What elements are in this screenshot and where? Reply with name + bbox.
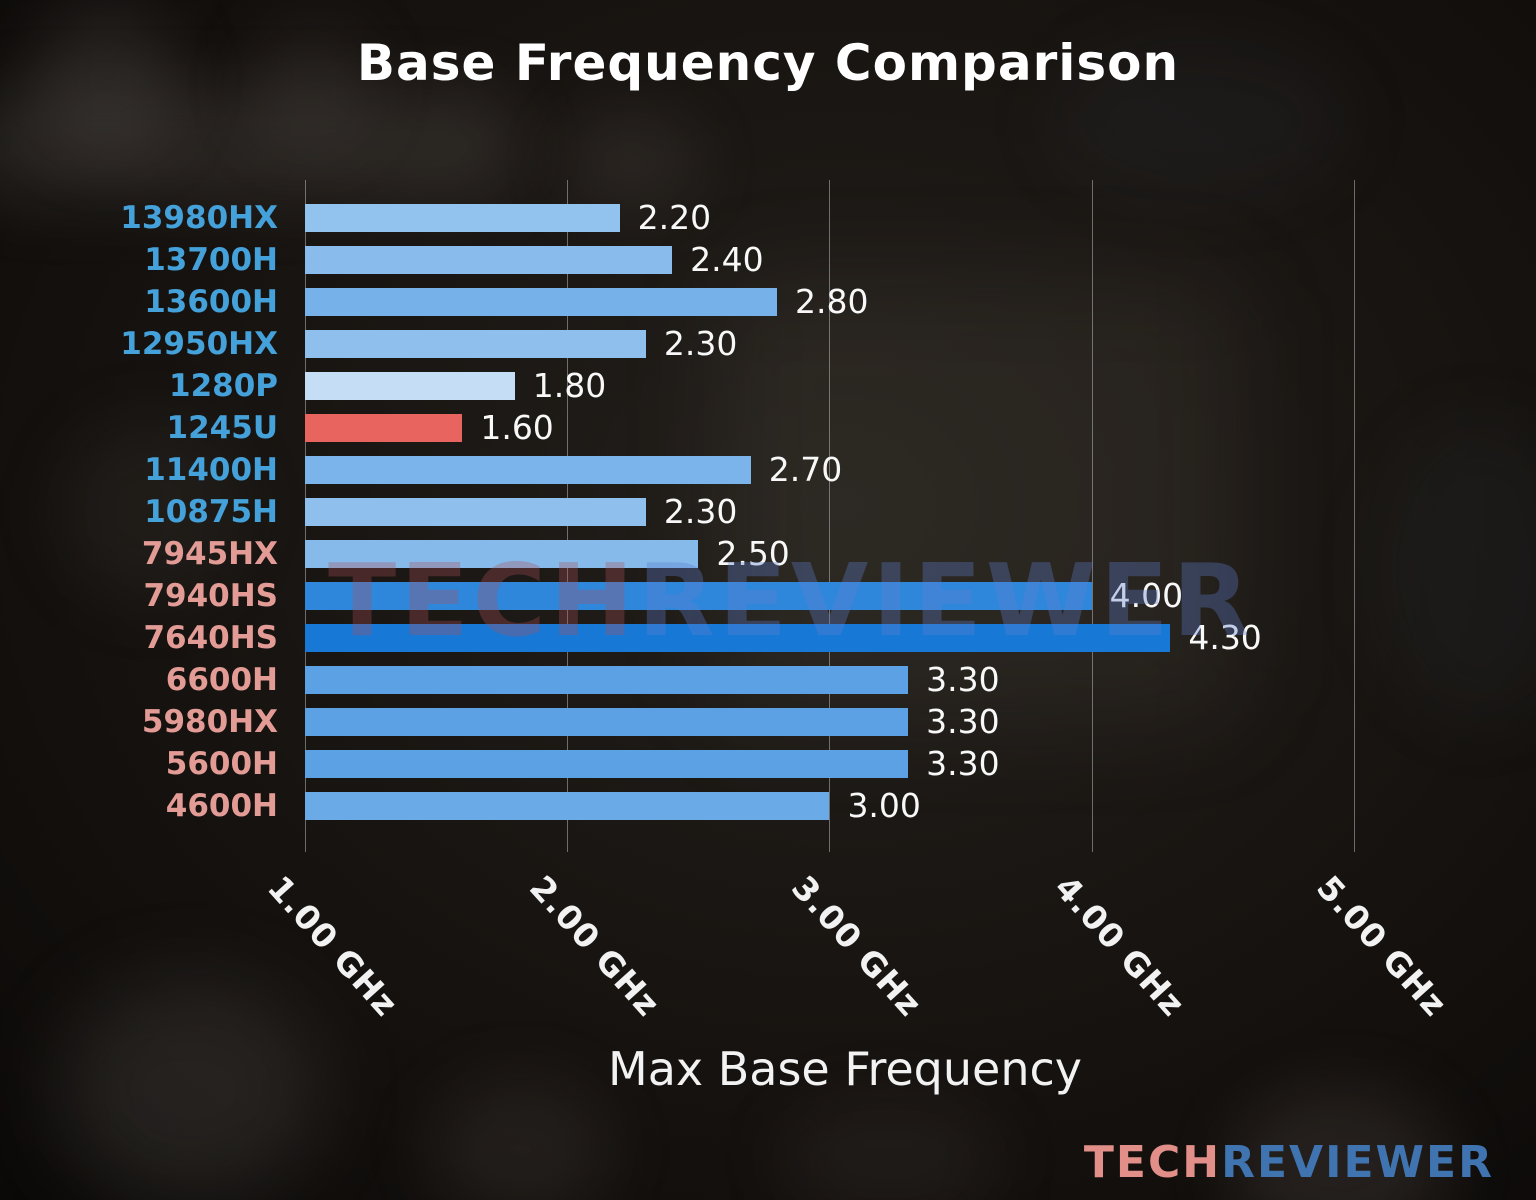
x-tick-label: 4.00 GHz bbox=[1046, 868, 1193, 1025]
value-label: 3.00 bbox=[847, 786, 921, 825]
category-label: 12950HX bbox=[120, 326, 278, 362]
gridline bbox=[1091, 180, 1093, 852]
background-blob bbox=[560, 116, 700, 206]
chart-row: 1280P 1.80 bbox=[0, 365, 1536, 407]
value-label: 3.30 bbox=[926, 744, 1000, 783]
background-blob bbox=[1380, 420, 1536, 720]
bar bbox=[305, 666, 909, 694]
category-label: 1280P bbox=[169, 368, 278, 404]
value-label: 3.30 bbox=[926, 660, 1000, 699]
bar bbox=[305, 582, 1092, 610]
chart-row: 13600H 2.80 bbox=[0, 281, 1536, 323]
value-label: 2.30 bbox=[663, 324, 738, 363]
x-tick-label: 1.00 GHz bbox=[260, 868, 406, 1025]
watermark-tech: TECH bbox=[328, 542, 638, 659]
bar bbox=[305, 288, 777, 316]
bar bbox=[305, 372, 515, 400]
category-label: 13600H bbox=[144, 284, 278, 320]
chart-title: Base Frequency Comparison bbox=[356, 34, 1180, 92]
category-label: 7940HS bbox=[143, 578, 278, 614]
category-label: 7945HX bbox=[141, 536, 278, 572]
background-blob bbox=[60, 980, 320, 1200]
category-label: 13700H bbox=[144, 242, 278, 278]
bar bbox=[305, 498, 646, 526]
category-label: 4600H bbox=[165, 788, 278, 824]
chart-row: 11400H 2.70 bbox=[0, 449, 1536, 491]
value-label: 3.30 bbox=[926, 702, 1000, 741]
category-label: 5600H bbox=[165, 746, 278, 782]
bar bbox=[305, 204, 620, 232]
x-axis-title: Max Base Frequency bbox=[608, 1042, 1082, 1096]
value-label: 2.70 bbox=[768, 450, 843, 489]
value-label: 1.80 bbox=[532, 366, 607, 405]
chart-row: 7945HX 2.50 bbox=[0, 533, 1536, 575]
bar bbox=[305, 750, 909, 778]
value-label: 4.00 bbox=[1109, 576, 1184, 615]
category-label: 1245U bbox=[166, 410, 278, 446]
chart-row: 7640HS 4.30 bbox=[0, 617, 1536, 659]
gridline bbox=[1353, 180, 1355, 852]
gridline bbox=[829, 180, 831, 852]
category-label: 7640HS bbox=[143, 620, 278, 656]
category-label: 10875H bbox=[144, 494, 278, 530]
background-blob bbox=[60, 420, 240, 600]
bar bbox=[305, 246, 673, 274]
x-tick-label: 3.00 GHz bbox=[784, 868, 931, 1025]
bar bbox=[305, 624, 1171, 652]
background-blob bbox=[1050, 40, 1350, 200]
brand-logo-tech: TECH bbox=[1083, 1137, 1222, 1188]
value-label: 2.30 bbox=[663, 492, 738, 531]
chart-row: 10875H 2.30 bbox=[0, 491, 1536, 533]
x-tick-label: 2.00 GHz bbox=[522, 868, 669, 1025]
chart-row: 5600H 3.30 bbox=[0, 743, 1536, 785]
background-blob bbox=[430, 1080, 610, 1200]
bar bbox=[305, 708, 909, 736]
value-label: 4.30 bbox=[1188, 618, 1262, 657]
bar bbox=[305, 792, 830, 820]
value-label: 2.80 bbox=[795, 282, 869, 321]
chart-row: 5980HX 3.30 bbox=[0, 701, 1536, 743]
value-label: 2.40 bbox=[690, 240, 764, 279]
chart-row: 13980HX 2.20 bbox=[0, 197, 1536, 239]
watermark-reviewer: REVIEWER bbox=[637, 542, 1254, 659]
chart-row: 12950HX 2.30 bbox=[0, 323, 1536, 365]
background-blob bbox=[0, 90, 520, 200]
chart-row: 13700H 2.40 bbox=[0, 239, 1536, 281]
background-blob bbox=[780, 1100, 1000, 1200]
category-label: 6600H bbox=[165, 662, 278, 698]
watermark: TECHREVIEWER bbox=[328, 542, 1253, 659]
bar bbox=[305, 540, 699, 568]
category-label: 5980HX bbox=[141, 704, 278, 740]
value-label: 2.20 bbox=[637, 198, 712, 237]
chart-row: 6600H 3.30 bbox=[0, 659, 1536, 701]
category-label: 13980HX bbox=[120, 200, 278, 236]
chart-row: 4600H 3.00 bbox=[0, 785, 1536, 827]
category-label: 11400H bbox=[144, 452, 278, 488]
chart-row: 1245U 1.60 bbox=[0, 407, 1536, 449]
bar bbox=[305, 414, 463, 442]
value-label: 2.50 bbox=[716, 534, 790, 573]
x-tick-label: 5.00 GHz bbox=[1308, 868, 1455, 1025]
bar bbox=[305, 330, 646, 358]
bar bbox=[305, 456, 751, 484]
brand-logo: TECHREVIEWER bbox=[1084, 1137, 1494, 1188]
brand-logo-reviewer: REVIEWER bbox=[1221, 1137, 1494, 1188]
background-blob bbox=[250, 26, 370, 146]
chart-row: 7940HS 4.00 bbox=[0, 575, 1536, 617]
value-label: 1.60 bbox=[480, 408, 554, 447]
background-blob bbox=[30, 6, 180, 156]
